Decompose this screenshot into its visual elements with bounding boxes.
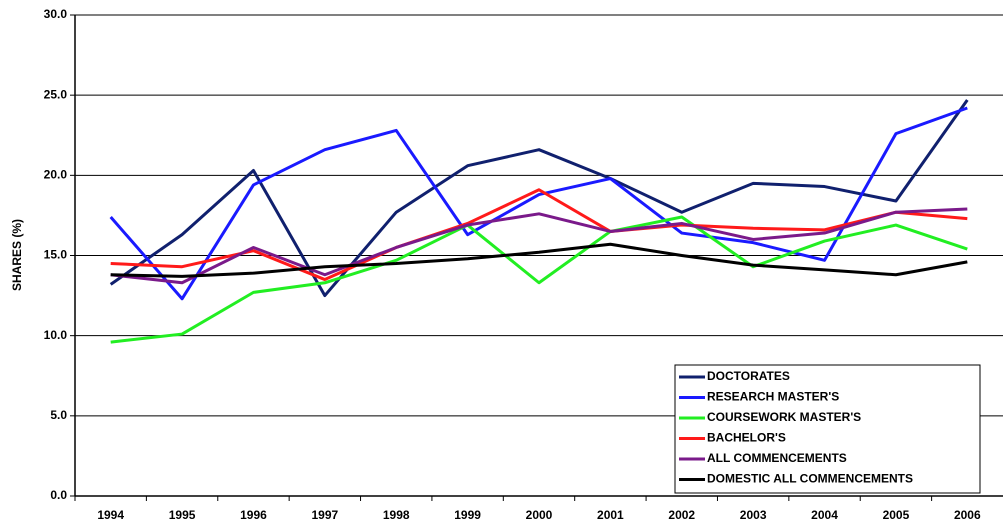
y-tick-label: 5.0	[50, 408, 67, 422]
x-tick-label: 2005	[883, 508, 910, 522]
data-line	[110, 188, 968, 282]
data-line	[109, 106, 968, 301]
y-tick-label: 15.0	[44, 248, 68, 262]
x-tick-label: 2001	[597, 508, 624, 522]
x-tick-label: 2004	[811, 508, 838, 522]
x-tick-label: 2000	[526, 508, 553, 522]
legend-label: ALL COMMENCEMENTS	[707, 451, 847, 465]
x-tick-label: 1998	[383, 508, 410, 522]
x-tick-label: 2002	[668, 508, 695, 522]
legend-box	[674, 364, 981, 494]
y-tick-label: 30.0	[44, 7, 68, 21]
data-line	[110, 215, 968, 344]
x-tick-label: 1997	[311, 508, 338, 522]
y-axis-label: SHARES (%)	[10, 219, 24, 291]
y-tick-label: 20.0	[44, 168, 68, 182]
legend-label: BACHELOR'S	[707, 431, 786, 445]
data-line	[110, 207, 968, 285]
x-tick-label: 2003	[740, 508, 767, 522]
x-tick-label: 1994	[97, 508, 124, 522]
x-tick-label: 1999	[454, 508, 481, 522]
y-tick-label: 0.0	[50, 488, 67, 502]
legend-label: RESEARCH MASTER'S	[707, 390, 839, 404]
x-tick-label: 2006	[954, 508, 981, 522]
data-line	[109, 99, 969, 298]
data-line	[110, 242, 968, 278]
legend-label: DOMESTIC ALL COMMENCEMENTS	[707, 472, 913, 486]
x-tick-label: 1995	[169, 508, 196, 522]
legend-label: DOCTORATES	[707, 369, 790, 383]
y-tick-label: 10.0	[44, 328, 68, 342]
x-tick-label: 1996	[240, 508, 267, 522]
legend-label: COURSEWORK MASTER'S	[707, 410, 861, 424]
y-tick-label: 25.0	[44, 87, 68, 101]
